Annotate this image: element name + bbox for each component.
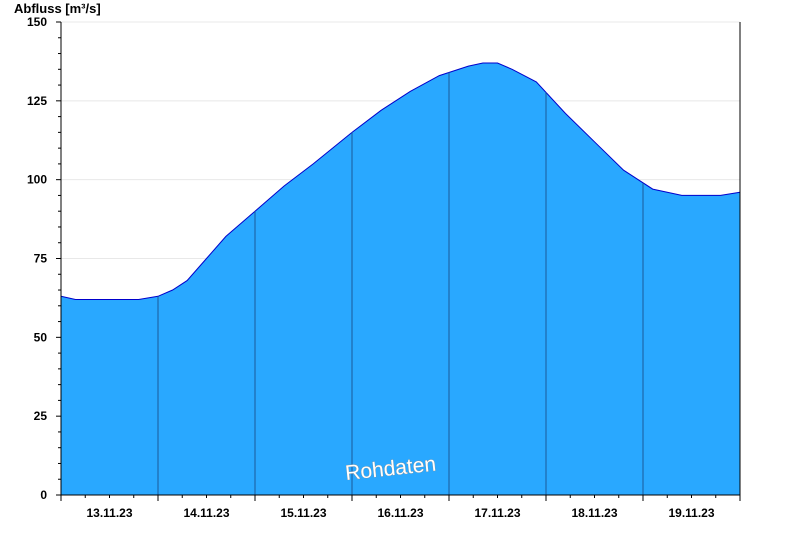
x-tick-label-0: 13.11.23 (86, 506, 132, 520)
y-tick-label-75: 75 (34, 252, 48, 266)
x-tick-label-4: 17.11.23 (474, 506, 520, 520)
y-tick-label-125: 125 (27, 94, 47, 108)
discharge-area (60, 62, 741, 495)
x-tick-label-1: 14.11.23 (183, 506, 229, 520)
y-tick-labels: 0 25 50 75 100 125 150 (27, 15, 47, 502)
y-tick-label-25: 25 (34, 409, 48, 423)
x-tick-label-2: 15.11.23 (280, 506, 326, 520)
y-tick-label-0: 0 (40, 488, 47, 502)
y-tick-label-100: 100 (27, 173, 47, 187)
y-axis-title: Abfluss [m³/s] (14, 1, 101, 16)
x-tick-label-5: 18.11.23 (571, 506, 617, 520)
y-tick-label-50: 50 (34, 330, 48, 344)
discharge-line (60, 62, 741, 300)
x-tick-label-6: 19.11.23 (668, 506, 714, 520)
day-separators (157, 72, 644, 495)
discharge-fill (61, 63, 740, 495)
x-tick-label-3: 16.11.23 (377, 506, 423, 520)
y-tick-label-150: 150 (27, 15, 47, 29)
axes (56, 21, 741, 501)
x-tick-labels: 13.11.23 14.11.23 15.11.23 16.11.23 17.11.23… (86, 506, 714, 520)
